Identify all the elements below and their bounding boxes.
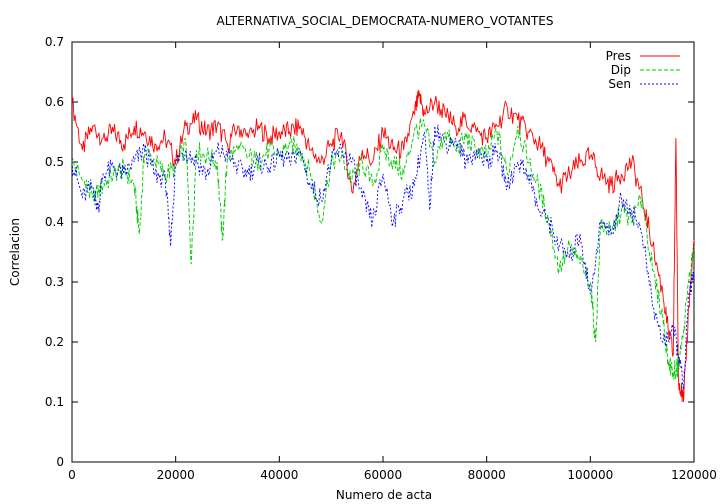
y-tick-label: 0.1	[45, 395, 64, 409]
series-dip-line	[71, 118, 695, 380]
x-tick-label: 40000	[260, 468, 298, 482]
x-axis: 0 20000 40000 60000 80000 100000 120000	[68, 42, 717, 482]
y-tick-label: 0.3	[45, 275, 64, 289]
y-axis-label: Correlacion	[8, 218, 22, 286]
y-tick-label: 0.6	[45, 95, 64, 109]
y-tick-label: 0.7	[45, 35, 64, 49]
plot-area	[71, 41, 695, 463]
y-tick-label: 0.5	[45, 155, 64, 169]
y-axis: 0 0.1 0.2 0.3 0.4 0.5 0.6 0.7	[45, 35, 694, 469]
series-sen-line	[71, 124, 695, 391]
series-layer	[71, 89, 695, 403]
y-tick-label: 0.4	[45, 215, 64, 229]
plot-border	[71, 41, 695, 463]
y-tick-label: 0.2	[45, 335, 64, 349]
x-tick-label: 60000	[364, 468, 402, 482]
legend-label-dip: Dip	[611, 63, 631, 77]
legend-label-sen: Sen	[608, 77, 631, 91]
chart-title: ALTERNATIVA_SOCIAL_DEMOCRATA-NUMERO_VOTA…	[217, 14, 554, 28]
legend-label-pres: Pres	[606, 49, 631, 63]
series-pres-line	[71, 89, 695, 403]
x-tick-label: 120000	[671, 468, 717, 482]
x-tick-label: 20000	[157, 468, 195, 482]
y-tick-label: 0	[56, 455, 64, 469]
x-axis-label: Numero de acta	[336, 488, 432, 502]
x-tick-label: 0	[68, 468, 76, 482]
x-tick-label: 100000	[567, 468, 613, 482]
x-tick-label: 80000	[468, 468, 506, 482]
